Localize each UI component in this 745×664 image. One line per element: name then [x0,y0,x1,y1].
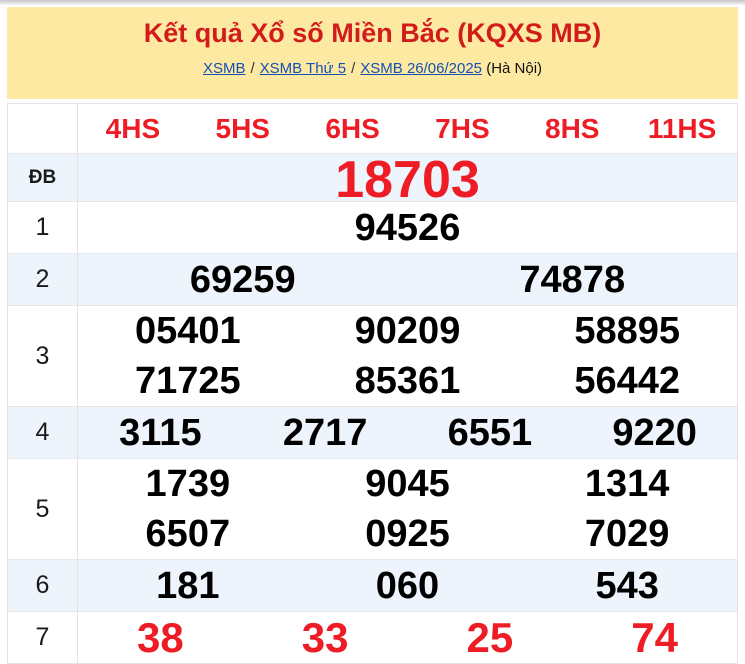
breadcrumb-location: (Hà Nội) [486,59,543,77]
prize-value: 2717 [282,411,368,454]
table-row-prize-6: 6 181 060 543 [8,559,737,611]
prize-value: 18703 [335,151,480,209]
prize-value: 74 [631,613,678,661]
prize-value: 1314 [584,463,670,505]
row-label: 2 [8,254,78,305]
page-title: Kết quả Xổ số Miền Bắc (KQXS MB) [143,18,602,48]
prize-value: 94526 [354,206,461,249]
prize-value: 74878 [519,258,626,301]
row-label: ĐB [8,154,78,201]
table-row-special-prize: ĐB 18703 [8,153,737,206]
prize-value: 38 [137,613,184,661]
results-table: 4HS 5HS 6HS 7HS 8HS 11HS ĐB 18703 1 9452… [7,103,738,664]
prize-value: 05401 [134,310,241,352]
prize-value: 6507 [145,513,231,555]
prize-value: 25 [466,613,514,661]
prize-value: 9045 [365,463,450,505]
prize-value: 7029 [584,513,670,555]
column-header-8hs: 8HS [545,112,600,144]
breadcrumb-separator: / [250,59,255,77]
page-container: Kết quả Xổ số Miền Bắc (KQXS MB) XSMB / XS… [7,7,738,664]
table-row-prize-7: 7 38 33 25 74 [8,611,737,663]
column-header-6hs: 6HS [325,112,380,144]
prize-value: 69259 [189,258,296,301]
prize-value: 181 [156,564,220,607]
prize-value: 060 [375,564,440,607]
row-label: 4 [8,407,78,458]
breadcrumb-link-xsmb[interactable]: XSMB [202,59,246,77]
table-row-prize-5: 5 1739 9045 1314 6507 0925 7029 [8,458,737,559]
breadcrumb-link-xsmb-thu-5[interactable]: XSMB Thứ 5 [259,59,347,77]
row-label: 7 [8,612,78,663]
prize-value: 33 [301,613,349,661]
breadcrumb-link-xsmb-date[interactable]: XSMB 26/06/2025 [360,59,483,77]
header-banner: Kết quả Xổ số Miền Bắc (KQXS MB) XSMB / XS… [7,7,738,99]
prize-value: 85361 [354,360,461,402]
prize-value: 6551 [447,411,533,454]
prize-value: 0925 [365,513,450,555]
prize-value: 90209 [354,310,461,352]
row-label: 1 [8,202,78,253]
prize-value: 71725 [134,360,241,402]
row-label-empty [8,104,78,153]
prize-value: 56442 [574,360,680,402]
column-header-11hs: 11HS [647,112,717,144]
prize-value: 58895 [574,310,680,352]
breadcrumb-separator: / [351,59,356,77]
column-header-7hs: 7HS [435,112,490,144]
table-row-prize-2: 2 69259 74878 [8,253,737,305]
row-label: 6 [8,560,78,611]
prize-value: 9220 [612,411,697,454]
row-label: 3 [8,306,78,406]
row-label: 5 [8,459,78,559]
prize-value: 3115 [119,411,202,454]
prize-value: 1739 [145,463,231,505]
table-row-prize-1: 1 94526 [8,201,737,253]
top-shadow-strip [0,0,745,5]
column-header-5hs: 5HS [215,112,270,144]
breadcrumb: XSMB / XSMB Thứ 5/XSMB 26/06/2025 (Hà Nội) [7,60,738,77]
prize-value: 543 [595,564,659,607]
table-row-prize-4: 4 3115 2717 6551 9220 [8,406,737,458]
table-row-prize-3: 3 05401 90209 58895 71725 85361 56442 [8,305,737,406]
column-header-4hs: 4HS [105,112,161,144]
table-header-row: 4HS 5HS 6HS 7HS 8HS 11HS [8,104,737,153]
